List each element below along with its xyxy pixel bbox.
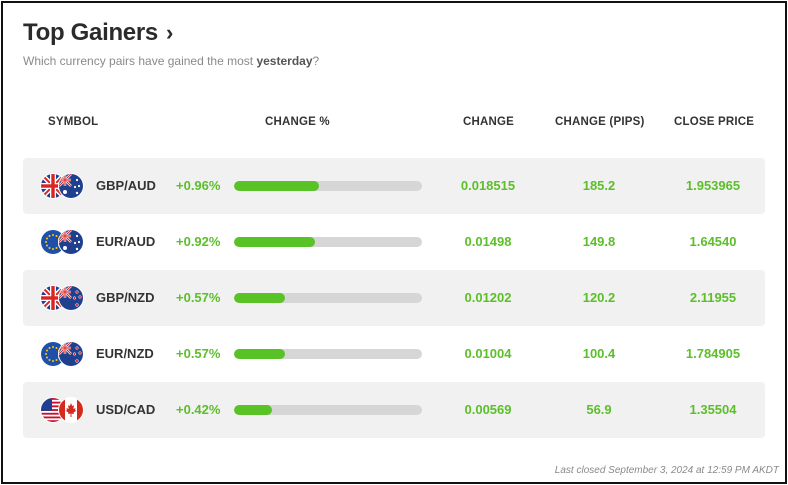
column-header-change-pips: CHANGE (PIPS) <box>555 116 645 128</box>
change-percent: +0.57% <box>176 346 221 361</box>
chevron-right-icon: › <box>165 20 174 45</box>
currency-flags <box>41 230 85 254</box>
table-row-gbp-aud[interactable]: GBP/AUD +0.96% 0.018515 185.2 1.953965 <box>23 158 765 214</box>
currency-flags <box>41 286 85 310</box>
currency-flags <box>41 174 85 198</box>
change-value: 0.01202 <box>464 290 512 305</box>
close-price: 1.784905 <box>685 346 741 361</box>
subtitle-prefix: Which currency pairs have gained the mos… <box>23 54 257 68</box>
change-percent-bar <box>234 237 422 247</box>
subtitle-suffix: ? <box>312 54 320 68</box>
change-value: 0.00569 <box>464 402 512 417</box>
column-header-symbol: SYMBOL <box>48 116 99 128</box>
change-percent-bar-fill <box>234 349 285 359</box>
change-percent-bar-fill <box>234 181 319 191</box>
close-price: 1.953965 <box>685 178 741 193</box>
change-pips: 185.2 <box>582 178 616 193</box>
change-percent-bar <box>234 405 422 415</box>
last-closed-note: Last closed September 3, 2024 at 12:59 P… <box>554 465 779 476</box>
currency-pair-symbol: USD/CAD <box>96 402 156 417</box>
currency-pair-symbol: GBP/NZD <box>96 290 155 305</box>
change-value: 0.01498 <box>464 234 512 249</box>
close-price: 2.11955 <box>689 290 737 305</box>
change-pips: 149.8 <box>582 234 616 249</box>
change-percent-bar <box>234 181 422 191</box>
change-percent-bar <box>234 293 422 303</box>
change-percent-bar-fill <box>234 405 272 415</box>
column-header-change-pct: CHANGE % <box>265 116 330 128</box>
currency-flags <box>41 398 85 422</box>
subtitle: Which currency pairs have gained the mos… <box>23 54 319 68</box>
change-percent-bar-fill <box>234 237 315 247</box>
subtitle-emphasis: yesterday <box>256 54 313 68</box>
change-pips: 100.4 <box>582 346 616 361</box>
australia-flag-icon <box>59 230 83 254</box>
canada-flag-icon <box>59 398 83 422</box>
currency-pair-symbol: EUR/NZD <box>96 346 154 361</box>
table-row-eur-aud[interactable]: EUR/AUD +0.92% 0.01498 149.8 1.64540 <box>23 214 765 270</box>
currency-pair-symbol: GBP/AUD <box>96 178 156 193</box>
change-pips: 120.2 <box>582 290 616 305</box>
top-gainers-title-link[interactable]: Top Gainers › <box>23 19 173 47</box>
close-price: 1.64540 <box>689 234 737 249</box>
change-percent: +0.42% <box>176 402 221 417</box>
currency-flags <box>41 342 85 366</box>
new-zealand-flag-icon <box>59 286 83 310</box>
change-value: 0.018515 <box>460 178 516 193</box>
close-price: 1.35504 <box>689 402 737 417</box>
change-value: 0.01004 <box>464 346 512 361</box>
column-header-close-price: CLOSE PRICE <box>674 116 755 128</box>
table-row-gbp-nzd[interactable]: GBP/NZD +0.57% 0.01202 120.2 2.11955 <box>23 270 765 326</box>
change-percent-bar <box>234 349 422 359</box>
table-row-usd-cad[interactable]: USD/CAD +0.42% 0.00569 56.9 1.35504 <box>23 382 765 438</box>
column-header-change: CHANGE <box>463 116 515 128</box>
new-zealand-flag-icon <box>59 342 83 366</box>
currency-pair-symbol: EUR/AUD <box>96 234 156 249</box>
change-percent-bar-fill <box>234 293 285 303</box>
change-percent: +0.96% <box>176 178 221 193</box>
change-percent: +0.57% <box>176 290 221 305</box>
change-pips: 56.9 <box>586 402 612 417</box>
change-percent: +0.92% <box>176 234 221 249</box>
australia-flag-icon <box>59 174 83 198</box>
table-row-eur-nzd[interactable]: EUR/NZD +0.57% 0.01004 100.4 1.784905 <box>23 326 765 382</box>
page-title: Top Gainers <box>23 19 158 46</box>
